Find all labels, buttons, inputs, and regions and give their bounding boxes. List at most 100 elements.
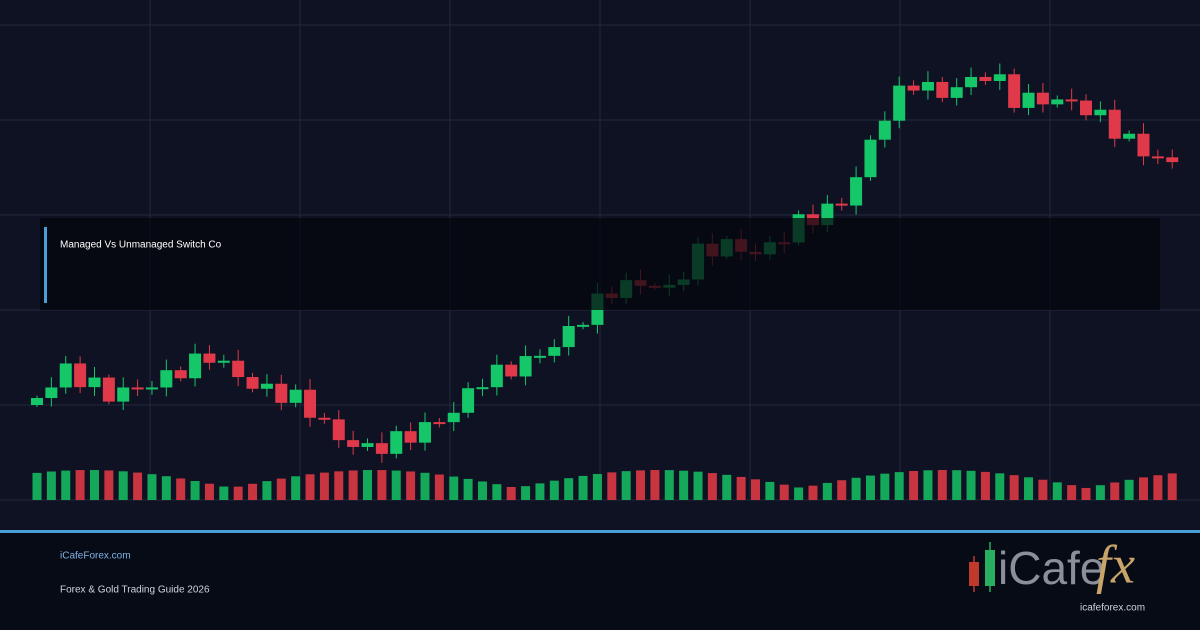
candle-body — [145, 387, 158, 390]
candle-body — [404, 431, 417, 443]
volume-bar — [880, 473, 890, 500]
volume-bar — [420, 472, 430, 500]
volume-bar — [104, 470, 114, 500]
overlay-title: Managed Vs Unmanaged Switch Co — [60, 240, 222, 251]
candle-body — [1151, 156, 1164, 159]
candle-body — [462, 388, 475, 413]
volume-bar — [1009, 475, 1019, 500]
candle-body — [275, 383, 288, 403]
volume-bar — [190, 481, 200, 500]
volume-bar — [1081, 487, 1091, 500]
candle-body — [361, 443, 374, 447]
volume-bar — [176, 478, 186, 500]
volume-bar — [693, 471, 703, 500]
candle-body — [332, 419, 345, 441]
volume-bar — [1024, 477, 1034, 500]
volume-bar — [765, 481, 775, 500]
volume-bar — [607, 472, 617, 500]
volume-bar — [276, 478, 286, 500]
candle-body — [217, 360, 230, 363]
candle-body — [1166, 157, 1179, 163]
candle-body — [433, 422, 446, 425]
volume-bar — [535, 483, 545, 500]
volume-bar — [995, 473, 1005, 500]
volume-bar — [262, 481, 272, 500]
volume-bar — [434, 474, 444, 500]
candle-body — [965, 76, 978, 88]
candle-body — [31, 398, 43, 405]
volume-bar — [1167, 473, 1177, 500]
candle-body — [907, 85, 920, 91]
volume-bar — [894, 472, 904, 500]
candle-body — [1022, 92, 1035, 108]
candle-body — [232, 360, 245, 378]
footer-divider — [0, 530, 1200, 533]
volume-bar — [722, 474, 732, 500]
volume-bar — [506, 486, 516, 500]
candle-body — [950, 87, 963, 98]
volume-bar — [1110, 482, 1120, 500]
candle-body — [318, 417, 331, 420]
volume-bar — [219, 486, 229, 500]
volume-bar — [1095, 485, 1105, 500]
volume-bar — [937, 470, 947, 500]
candle-body — [74, 363, 87, 388]
volume-bar — [966, 470, 976, 500]
logo: iCafe fx icafeforex.com — [969, 534, 1145, 614]
volume-bar — [133, 472, 143, 500]
candle-body — [850, 177, 863, 206]
volume-bar — [578, 475, 588, 500]
title-overlay — [40, 218, 1160, 310]
volume-bar — [808, 485, 818, 500]
volume-bar — [1138, 477, 1148, 500]
volume-bar — [348, 470, 358, 500]
volume-bar — [779, 484, 789, 500]
volume-bar — [1153, 475, 1163, 500]
volume-bar — [822, 482, 832, 500]
volume-bar — [89, 470, 99, 500]
volume-bar — [406, 471, 416, 500]
candle-body — [418, 422, 431, 443]
candle-body — [260, 383, 273, 389]
volume-bar — [492, 484, 502, 500]
logo-url: icafeforex.com — [1080, 603, 1145, 614]
candle-body — [1108, 109, 1121, 139]
candle-body — [519, 356, 532, 377]
volume-bar — [118, 471, 128, 500]
volume-bar — [980, 471, 990, 500]
overlay-accent — [44, 227, 47, 303]
candle-body — [1123, 133, 1136, 139]
volume-bars — [32, 470, 1177, 500]
candle-body — [1137, 133, 1150, 157]
volume-bar — [449, 476, 459, 500]
candle-body — [45, 387, 58, 398]
candle-body — [1065, 99, 1078, 102]
candle-body — [1036, 92, 1049, 105]
volume-bar — [1052, 482, 1062, 500]
logo-brand: iCafe — [998, 542, 1105, 594]
candle-body — [533, 355, 546, 358]
volume-bar — [363, 470, 373, 500]
volume-bar — [865, 475, 875, 500]
volume-bar — [851, 477, 861, 500]
volume-bar — [636, 470, 646, 500]
volume-bar — [377, 470, 387, 500]
logo-mark: fx — [1096, 534, 1135, 594]
candle-body — [1051, 99, 1064, 105]
volume-bar — [161, 476, 171, 500]
volume-bar — [650, 470, 660, 500]
volume-bar — [592, 473, 602, 500]
candle-body — [864, 139, 877, 178]
volume-bar — [305, 474, 315, 500]
volume-bar — [794, 487, 804, 500]
candle-body — [490, 364, 503, 388]
candle-body — [476, 387, 489, 390]
candle-body — [936, 81, 949, 98]
volume-bar — [1124, 479, 1134, 500]
candle-body — [1008, 74, 1021, 108]
candle-body — [189, 353, 202, 379]
candle-body — [921, 81, 934, 91]
candle-body — [375, 443, 388, 454]
